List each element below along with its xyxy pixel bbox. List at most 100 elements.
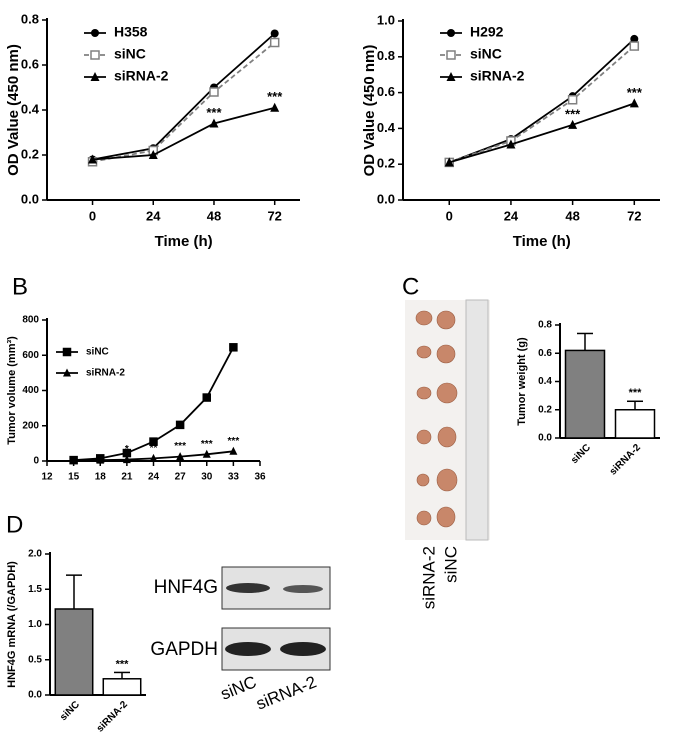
annotation: * (125, 444, 129, 455)
x-tick-label: 24 (148, 472, 160, 483)
y-tick-label: 0.8 (21, 11, 39, 26)
x-tick-label: 21 (121, 472, 133, 483)
y-tick-label: 0.4 (21, 101, 40, 116)
x-tick-label: 27 (175, 472, 187, 483)
x-tick-label: 48 (565, 208, 579, 223)
marker (96, 455, 105, 464)
annotation: *** (228, 436, 240, 447)
annotation: *** (174, 441, 186, 452)
y-tick-label: 200 (22, 420, 39, 431)
x-tick-label: 15 (68, 472, 80, 483)
annotation: *** (206, 105, 222, 120)
x-tick-label: 72 (627, 208, 641, 223)
annotation: *** (201, 439, 213, 450)
lane-label: siRNA-2 (253, 672, 319, 713)
blot-band (280, 642, 326, 656)
y-axis-label: OD Value (450 nm) (5, 44, 22, 176)
y-tick-label: 0.6 (21, 56, 39, 71)
series-line (448, 45, 635, 164)
tumors (415, 310, 458, 528)
marker (209, 87, 219, 97)
legend-label: siNC (470, 46, 502, 62)
blot-band (225, 642, 271, 656)
y-axis-label: OD Value (450 nm) (361, 45, 378, 177)
bar (564, 349, 606, 439)
y-tick-label: 1.0 (28, 619, 42, 630)
x-tick-label: siNC (58, 699, 82, 723)
x-tick-label: siRNA-2 (95, 699, 131, 735)
x-tick-label: 48 (207, 208, 221, 223)
band-label: HNF4G (154, 577, 218, 598)
x-axis-label: Time (h) (513, 233, 571, 250)
x-tick-label: 18 (95, 472, 107, 483)
y-tick-label: 2.0 (28, 549, 42, 560)
marker (149, 437, 158, 446)
marker (88, 154, 98, 164)
y-tick-label: 0.6 (377, 84, 395, 99)
marker (148, 150, 158, 159)
legend-label: siRNA-2 (470, 68, 525, 84)
marker (91, 29, 99, 37)
y-axis-label: HNF4G mRNA (/GAPDH) (6, 561, 18, 688)
series-line (92, 41, 276, 163)
marker (630, 34, 639, 43)
x-tick-label: siNC (569, 442, 593, 466)
marker (568, 119, 578, 129)
marker (269, 37, 280, 48)
marker (90, 72, 100, 81)
marker (175, 420, 185, 430)
marker (176, 452, 185, 461)
annotation: *** (629, 387, 643, 399)
y-tick-label: 0.4 (377, 120, 396, 135)
annotation: ** (150, 443, 158, 454)
x-tick-label: 33 (228, 472, 240, 483)
bar (102, 678, 142, 696)
marker (567, 95, 578, 105)
x-tick-label: 72 (267, 208, 281, 223)
photo-label: siNC (441, 546, 460, 583)
y-tick-label: 0.0 (377, 191, 395, 206)
marker (229, 343, 238, 352)
y-tick-label: 600 (22, 350, 39, 361)
annotation: *** (627, 85, 643, 100)
blot-band (226, 583, 270, 593)
series-line (92, 106, 275, 161)
x-tick-label: 24 (504, 208, 519, 223)
x-tick-label: 36 (254, 472, 266, 483)
y-axis-label: Tumor weight (g) (516, 337, 528, 426)
marker (63, 368, 71, 377)
x-axis-label: Time (h) (155, 233, 213, 250)
y-tick-label: 0.5 (28, 654, 42, 665)
y-tick-label: 0.0 (28, 690, 42, 701)
marker (270, 29, 279, 38)
legend-label: siRNA-2 (86, 368, 125, 379)
y-tick-label: 1.5 (28, 584, 42, 595)
marker (444, 157, 454, 167)
y-tick-label: 0.8 (538, 320, 552, 331)
blot-band (283, 585, 323, 593)
x-tick-label: 12 (41, 472, 53, 483)
marker (209, 118, 219, 128)
marker (629, 98, 639, 108)
y-tick-label: 0.0 (21, 191, 39, 206)
western-blot: HNF4G GAPDH siNC siRNA-2 (150, 566, 331, 714)
bar (614, 409, 656, 439)
annotation: *** (116, 658, 130, 670)
x-tick-label: 30 (201, 472, 213, 483)
legend-label: H358 (114, 24, 148, 40)
y-tick-label: 400 (22, 385, 39, 396)
band-label: GAPDH (150, 639, 218, 660)
panel-label: C (402, 273, 419, 300)
ruler (465, 299, 489, 541)
y-tick-label: 800 (22, 315, 39, 326)
x-tick-label: 24 (146, 208, 161, 223)
marker (446, 50, 456, 60)
legend-label: H292 (470, 24, 504, 40)
y-tick-label: 0.2 (377, 156, 395, 171)
marker (629, 41, 640, 51)
y-tick-label: 1.0 (377, 12, 395, 27)
legend-label: siRNA-2 (114, 68, 169, 84)
tumor-photo: siRNA-2 siNC (405, 299, 490, 609)
y-tick-label: 0 (33, 456, 39, 467)
y-tick-label: 0.4 (538, 376, 552, 387)
